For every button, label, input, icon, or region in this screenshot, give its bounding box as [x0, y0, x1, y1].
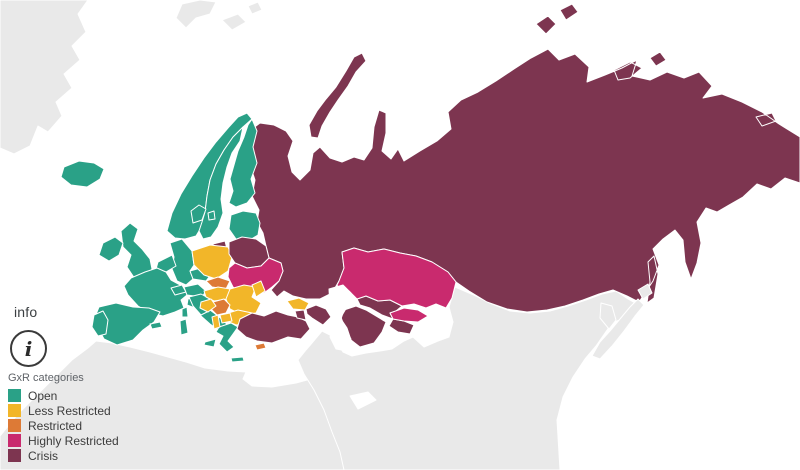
legend-label: Open — [28, 388, 58, 403]
region-slovakia[interactable] — [205, 276, 231, 290]
legend-swatch-less_restricted — [8, 404, 21, 417]
legend-label: Restricted — [28, 418, 83, 433]
region-france[interactable] — [123, 267, 189, 318]
region-albania[interactable] — [211, 314, 221, 330]
region-korea[interactable] — [599, 302, 617, 330]
region-greece[interactable] — [215, 322, 245, 363]
legend-swatch-restricted — [8, 419, 21, 432]
info-icon[interactable]: i — [10, 330, 47, 367]
legend-swatch-highly_restricted — [8, 434, 21, 447]
legend-swatch-crisis — [8, 449, 21, 462]
region-denmark[interactable] — [190, 204, 216, 224]
region-armenia[interactable] — [294, 309, 307, 321]
caspian-sea — [328, 284, 352, 352]
legend-item-highly_restricted: Highly Restricted — [8, 433, 119, 448]
region-poland[interactable] — [191, 244, 233, 280]
persian-gulf-sea — [349, 391, 377, 410]
region-greenland[interactable] — [0, 0, 89, 155]
region-moldova[interactable] — [251, 280, 266, 298]
region-turkey[interactable] — [236, 310, 311, 344]
region-spain[interactable] — [94, 302, 163, 346]
legend-item-open: Open — [8, 388, 119, 403]
region-russia[interactable] — [212, 3, 800, 313]
region-middle-east-asia[interactable] — [297, 286, 638, 470]
legend-item-restricted: Restricted — [8, 418, 119, 433]
info-panel: info i — [10, 304, 47, 367]
legend-rows: Open Less Restricted Restricted Highly Rest… — [8, 388, 119, 463]
region-cyprus[interactable] — [254, 342, 267, 351]
legend-label: Less Restricted — [28, 403, 111, 418]
info-label: info — [14, 304, 38, 320]
legend-label: Highly Restricted — [28, 433, 119, 448]
info-icon-glyph: i — [24, 336, 33, 361]
legend-swatch-open — [8, 389, 21, 402]
region-bosnia[interactable] — [199, 298, 217, 313]
region-iceland[interactable] — [60, 160, 105, 188]
region-ireland[interactable] — [98, 236, 124, 262]
region-japan[interactable] — [591, 283, 653, 360]
region-baltic-states[interactable] — [228, 210, 261, 242]
region-azerbaijan[interactable] — [305, 304, 332, 326]
region-svalbard[interactable] — [175, 0, 263, 31]
region-turkmenistan[interactable] — [340, 305, 387, 348]
region-north-macedonia[interactable] — [219, 312, 233, 324]
legend-label: Crisis — [28, 448, 58, 463]
region-portugal[interactable] — [91, 310, 109, 337]
region-kyrgyzstan[interactable] — [389, 307, 429, 323]
gxr-legend: GxR categories Open Less Restricted Restri… — [8, 372, 119, 463]
legend-item-crisis: Crisis — [8, 448, 119, 463]
legend-title: GxR categories — [8, 372, 84, 384]
region-georgia[interactable] — [286, 297, 310, 311]
region-finland[interactable] — [228, 118, 258, 208]
legend-item-less_restricted: Less Restricted — [8, 403, 119, 418]
